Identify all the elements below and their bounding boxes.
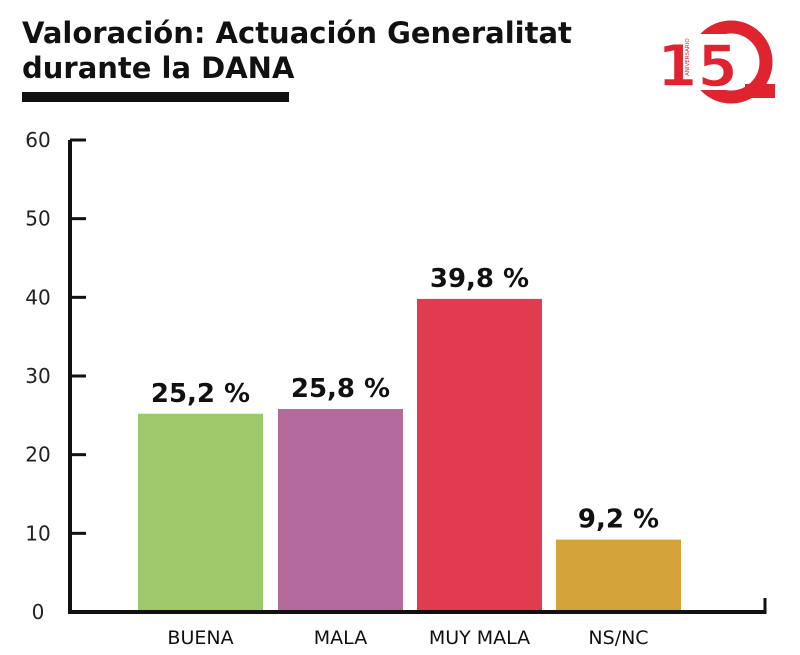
- bar-muy-mala: [417, 298, 542, 612]
- data-label: 25,2 %: [151, 379, 250, 409]
- chart-title-line-1: Valoración: Actuación Generalitat: [22, 16, 572, 50]
- x-category-label: NS/NC: [588, 627, 648, 649]
- y-tick-label: 50: [25, 207, 50, 231]
- chart-title-line-2: durante la DANA: [22, 51, 295, 85]
- x-axis: BUENA MALA MUY MALA NS/NC: [68, 598, 767, 649]
- logo-caption: ANIVERSARIO: [685, 38, 691, 76]
- logo-number: 15: [657, 32, 738, 100]
- chart-title: Valoración: Actuación Generalitat durant…: [22, 16, 622, 86]
- y-tick-label: 40: [25, 285, 50, 309]
- bar-buena: [138, 413, 263, 612]
- bar-ns-nc: [556, 539, 681, 612]
- x-category-label: MALA: [314, 627, 367, 649]
- bars-group: 25,2 % 25,8 % 39,8 % 9,2 %: [138, 264, 681, 612]
- data-label: 9,2 %: [578, 505, 659, 535]
- title-underline: [22, 92, 289, 102]
- logo-knockout: [655, 34, 737, 90]
- y-axis: 0 10 20 30 40 50 60: [25, 128, 86, 624]
- y-tick-label: 60: [25, 128, 50, 152]
- data-label: 25,8 %: [291, 374, 390, 404]
- data-label: 39,8 %: [430, 264, 529, 294]
- y-tick-label: 20: [25, 443, 50, 467]
- y-tick-label: 30: [25, 364, 50, 388]
- y-tick-label: 10: [25, 521, 50, 545]
- y-tick-label: 0: [32, 600, 45, 624]
- x-category-label: MUY MALA: [429, 627, 530, 649]
- bar-mala: [278, 409, 403, 612]
- x-category-label: BUENA: [167, 627, 233, 649]
- logo-tail: [745, 84, 775, 98]
- anniversary-logo: 15 ANIVERSARIO: [655, 20, 775, 104]
